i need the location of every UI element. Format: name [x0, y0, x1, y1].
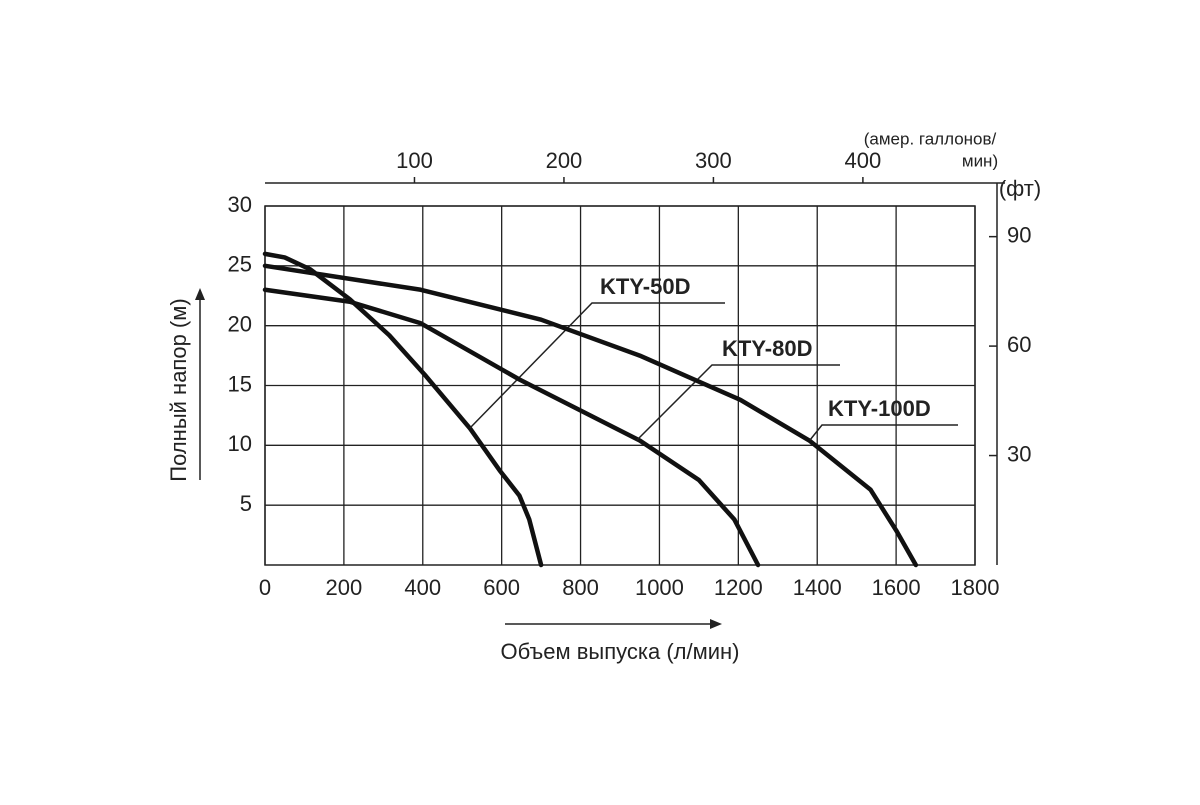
top-tick-label: 300 — [695, 148, 732, 173]
x-tick-label: 600 — [483, 575, 520, 600]
x-tick-label: 1600 — [872, 575, 921, 600]
top-tick-label: 200 — [546, 148, 583, 173]
x-tick-label: 1400 — [793, 575, 842, 600]
y-tick-label: 10 — [228, 431, 252, 456]
x-tick-label: 1000 — [635, 575, 684, 600]
x-tick-label: 200 — [326, 575, 363, 600]
x-axis-title: Объем выпуска (л/мин) — [501, 639, 740, 664]
y-arrow-head — [195, 288, 205, 300]
top-tick-label: 400 — [845, 148, 882, 173]
y-tick-label: 15 — [228, 371, 252, 396]
pump-curve — [262, 287, 761, 568]
pump-curve — [262, 251, 544, 568]
y-axis-title: Полный напор (м) — [166, 298, 191, 481]
leader-line — [809, 424, 958, 441]
x-arrow-head — [710, 619, 722, 629]
top-axis-title: (амер. галлонов/ — [864, 129, 997, 148]
y-tick-label: 25 — [228, 252, 252, 277]
series-label: KTY-100D — [828, 396, 931, 421]
y-tick-label: 20 — [228, 311, 252, 336]
right-tick-label: 60 — [1007, 332, 1031, 357]
x-tick-label: 1800 — [951, 575, 1000, 600]
right-tick-label: 30 — [1007, 441, 1031, 466]
x-tick-label: 0 — [259, 575, 271, 600]
pump-curve — [262, 263, 919, 568]
y-tick-label: 30 — [228, 192, 252, 217]
series-label: KTY-50D — [600, 274, 690, 299]
top-axis-title: мин) — [962, 151, 998, 170]
right-tick-label: 90 — [1007, 222, 1031, 247]
leader-line — [636, 364, 840, 441]
right-axis-title: (фт) — [999, 176, 1041, 201]
x-tick-label: 400 — [404, 575, 441, 600]
top-tick-label: 100 — [396, 148, 433, 173]
series-label: KTY-80D — [722, 336, 812, 361]
leader-line — [469, 302, 725, 429]
x-tick-label: 800 — [562, 575, 599, 600]
y-tick-label: 5 — [240, 491, 252, 516]
x-tick-label: 1200 — [714, 575, 763, 600]
